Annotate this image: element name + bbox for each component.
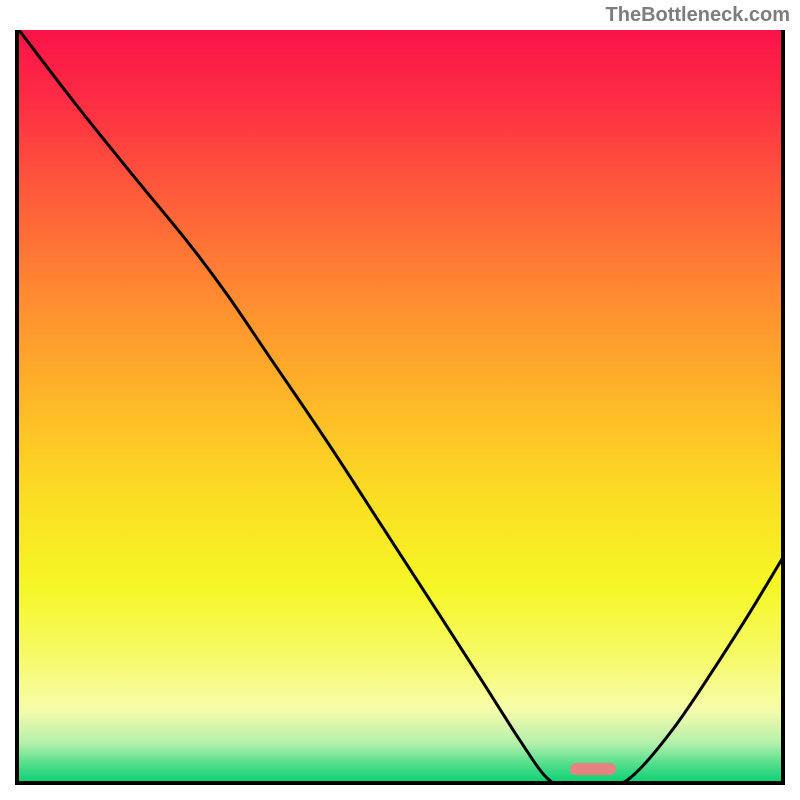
- watermark-text: TheBottleneck.com: [606, 4, 790, 27]
- optimal-marker: [570, 763, 616, 775]
- bottleneck-curve: [19, 30, 785, 785]
- chart-area: [15, 30, 785, 785]
